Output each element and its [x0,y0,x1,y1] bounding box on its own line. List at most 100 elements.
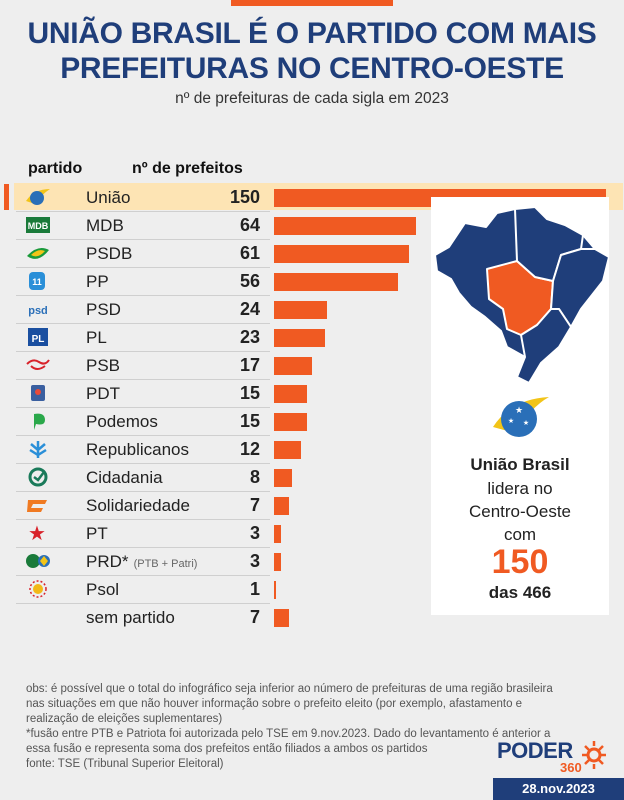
republicanos-icon [25,438,51,460]
sun-icon [582,741,606,769]
row-divider [16,603,270,604]
data-label: 8 [249,467,260,487]
category-label: Psol [86,580,119,600]
party-name: sem partido [86,608,175,627]
category-label: PSD [86,300,121,320]
category-label: PT [86,524,108,544]
bar [274,497,289,515]
category-label: PRD* (PTB + Patri) [86,552,197,572]
bar [274,609,289,627]
bar [274,553,281,571]
bar [274,441,301,459]
category-label: União [86,188,130,208]
category-label: PSB [86,356,120,376]
panel-text-leads: lidera no [487,479,553,498]
chart-row: PDT 15 [0,380,624,408]
category-label: Cidadania [86,468,163,488]
brand-logo: PODER 360 [497,738,606,775]
party-name: PSDB [86,244,133,263]
chart-title: UNIÃO BRASIL É O PARTIDO COM MAIS PREFEI… [0,16,624,86]
row-divider [16,491,270,492]
party-name: PSD [86,300,121,319]
chart-row: psd PSD 24 [0,296,624,324]
row-divider [16,519,270,520]
category-label: Republicanos [86,440,189,460]
data-label: 7 [249,495,260,515]
note-line-3: realização de eleições suplementares) [26,713,223,725]
chart-subtitle: nº de prefeituras de cada sigla em 2023 [175,90,449,107]
category-label: Podemos [86,412,158,432]
category-label: PP [86,272,109,292]
note-line-4: *fusão entre PTB e Patriota foi autoriza… [26,728,551,740]
svg-text:MDB: MDB [28,221,49,231]
svg-text:★: ★ [28,523,46,544]
psd-icon: psd [25,298,51,320]
note-line-5: essa fusão e representa soma dos prefeit… [26,743,428,755]
panel-text-region: Centro-Oeste [468,502,572,521]
party-name: União [86,188,131,207]
row-divider [16,435,270,436]
bar [274,581,276,599]
column-header-party: partido [28,160,83,177]
cidadania-icon [25,466,51,488]
chart-row: PRD* (PTB + Patri) 3 [0,548,624,576]
panel-text-with: com [503,525,537,544]
svg-text:★: ★ [523,419,529,427]
uniao-brasil-icon [25,186,51,208]
svg-text:psd: psd [28,305,48,317]
panel-party-name: União Brasil [470,455,570,474]
source-note: fonte: TSE (Tribunal Superior Eleitoral) [26,758,224,770]
data-label: 24 [239,299,260,319]
chart-row: PSDB 61 [0,240,624,268]
data-label: 12 [239,439,260,459]
party-name: PRD* [86,552,129,571]
chart-row: PL PL 23 [0,324,624,352]
chart-row: PSB 17 [0,352,624,380]
data-label: 56 [239,271,260,291]
panel-big-number: 150 [491,543,549,581]
note-line-1: obs: é possível que o total do infográfi… [26,683,553,695]
uniao-brasil-logo-icon: ★ ★ ★ [493,397,549,437]
psdb-icon [25,242,51,264]
bar [274,217,416,235]
chart-row: Podemos 15 [0,408,624,436]
category-label: MDB [86,216,124,236]
row-divider [16,463,270,464]
party-name: Cidadania [86,468,163,487]
pl-icon: PL [25,326,51,348]
bar [274,385,307,403]
svg-text:★: ★ [515,405,523,415]
date-badge: 28.nov.2023 [493,778,624,800]
row-divider [16,267,270,268]
psol-icon [25,578,51,600]
category-label: PDT [86,384,120,404]
data-label: 15 [239,411,260,431]
row-divider [16,407,270,408]
bar [274,469,292,487]
highlight-marker [4,184,9,210]
party-name: PL [86,328,107,347]
brazil-map-icon [434,206,609,384]
data-label: 150 [229,187,260,207]
data-label: 64 [239,215,260,235]
row-divider [16,351,270,352]
category-label: PSDB [86,244,132,264]
bar [274,273,398,291]
column-header-count: nº de prefeitos [132,160,243,177]
podemos-icon [25,410,51,432]
party-name: Solidariedade [86,496,190,515]
chart-row: sem partido 7 [0,604,624,632]
chart-row: Psol 1 [0,576,624,604]
pt-icon: ★ [25,522,51,545]
svg-text:★: ★ [508,417,514,425]
pp-icon: 11 [25,270,51,292]
row-divider [16,547,270,548]
bar [274,329,325,347]
chart-row: Republicanos 12 [0,436,624,464]
title-line-1: UNIÃO BRASIL É O PARTIDO COM MAIS [27,17,597,50]
row-divider [16,295,270,296]
party-name: Republicanos [86,440,190,459]
side-panel: ★ ★ ★ União Brasil lidera no Centro-Oest… [431,197,609,615]
party-name: MDB [86,216,124,235]
data-label: 7 [249,607,260,627]
